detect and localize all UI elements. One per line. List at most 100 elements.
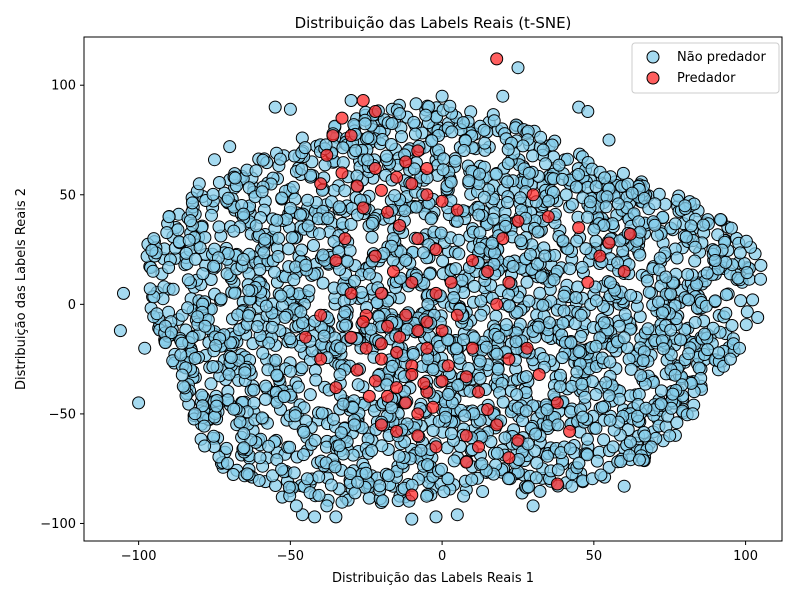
point-nao-predador bbox=[287, 273, 301, 287]
point-nao-predador bbox=[723, 352, 737, 366]
point-predador bbox=[344, 286, 358, 300]
point-nao-predador bbox=[740, 305, 754, 319]
point-nao-predador bbox=[282, 242, 296, 256]
point-nao-predador bbox=[590, 454, 604, 468]
point-nao-predador bbox=[392, 449, 406, 463]
point-nao-predador bbox=[492, 330, 506, 344]
point-nao-predador bbox=[312, 470, 326, 484]
point-nao-predador bbox=[205, 208, 218, 222]
point-nao-predador bbox=[338, 184, 352, 198]
point-nao-predador bbox=[734, 294, 748, 308]
point-nao-predador bbox=[162, 261, 176, 274]
point-nao-predador bbox=[419, 108, 433, 122]
point-predador bbox=[399, 155, 413, 169]
point-nao-predador bbox=[206, 360, 220, 373]
point-nao-predador bbox=[188, 252, 202, 266]
x-tick-label: −50 bbox=[277, 549, 304, 564]
point-nao-predador bbox=[408, 127, 422, 141]
point-predador bbox=[329, 254, 343, 267]
point-nao-predador bbox=[301, 193, 315, 207]
point-nao-predador bbox=[473, 371, 487, 385]
point-nao-predador bbox=[270, 368, 284, 382]
point-nao-predador bbox=[631, 409, 644, 423]
point-nao-predador bbox=[589, 388, 603, 401]
point-nao-predador bbox=[338, 305, 352, 319]
point-predador bbox=[623, 227, 637, 241]
point-nao-predador bbox=[479, 340, 493, 354]
point-nao-predador bbox=[457, 489, 471, 503]
point-nao-predador bbox=[256, 346, 270, 360]
point-predador bbox=[602, 236, 616, 250]
point-predador bbox=[374, 286, 388, 300]
point-nao-predador bbox=[581, 210, 594, 224]
point-nao-predador bbox=[242, 284, 256, 297]
point-nao-predador bbox=[589, 421, 603, 435]
point-nao-predador bbox=[295, 162, 309, 176]
point-nao-predador bbox=[670, 416, 684, 430]
point-nao-predador bbox=[255, 185, 269, 199]
point-nao-predador bbox=[589, 294, 603, 308]
y-tick-label: −100 bbox=[40, 517, 76, 532]
point-nao-predador bbox=[326, 412, 340, 426]
point-predador bbox=[541, 210, 555, 224]
point-nao-predador bbox=[434, 226, 448, 240]
point-nao-predador bbox=[490, 446, 504, 460]
point-predador bbox=[411, 429, 425, 443]
point-predador bbox=[429, 286, 443, 300]
point-nao-predador bbox=[329, 510, 343, 524]
point-nao-predador bbox=[501, 157, 515, 170]
point-nao-predador bbox=[253, 451, 267, 465]
point-nao-predador bbox=[641, 274, 654, 288]
point-nao-predador bbox=[185, 196, 199, 210]
point-nao-predador bbox=[321, 212, 335, 225]
point-nao-predador bbox=[674, 333, 687, 347]
point-nao-predador bbox=[547, 273, 561, 287]
point-nao-predador bbox=[182, 233, 196, 247]
point-nao-predador bbox=[283, 332, 297, 346]
point-nao-predador bbox=[698, 327, 711, 341]
point-nao-predador bbox=[597, 433, 611, 447]
point-nao-predador bbox=[435, 462, 448, 476]
point-nao-predador bbox=[599, 376, 613, 390]
point-nao-predador bbox=[158, 336, 172, 350]
point-predador bbox=[411, 144, 425, 158]
point-nao-predador bbox=[380, 149, 393, 163]
point-nao-predador bbox=[334, 341, 348, 355]
point-predador bbox=[381, 389, 394, 403]
point-predador bbox=[405, 488, 419, 502]
point-predador bbox=[393, 330, 407, 344]
point-predador bbox=[368, 162, 382, 175]
point-nao-predador bbox=[255, 411, 269, 425]
point-nao-predador bbox=[175, 368, 189, 382]
point-nao-predador bbox=[511, 61, 525, 75]
point-predador bbox=[387, 265, 400, 278]
point-nao-predador bbox=[272, 231, 285, 245]
point-nao-predador bbox=[581, 105, 595, 118]
point-predador bbox=[435, 194, 449, 208]
point-nao-predador bbox=[725, 319, 739, 332]
point-nao-predador bbox=[416, 246, 430, 260]
point-nao-predador bbox=[585, 375, 599, 389]
point-predador bbox=[444, 275, 458, 289]
point-nao-predador bbox=[270, 213, 284, 227]
point-predador bbox=[481, 403, 495, 416]
point-predador bbox=[502, 275, 516, 289]
point-nao-predador bbox=[273, 152, 287, 166]
point-predador bbox=[326, 129, 340, 143]
point-predador bbox=[417, 376, 431, 390]
point-nao-predador bbox=[457, 333, 470, 347]
point-predador bbox=[299, 330, 312, 344]
point-nao-predador bbox=[283, 440, 297, 454]
point-nao-predador bbox=[183, 214, 197, 228]
point-nao-predador bbox=[625, 186, 639, 200]
point-nao-predador bbox=[555, 351, 569, 365]
point-nao-predador bbox=[405, 512, 419, 526]
point-predador bbox=[381, 205, 394, 219]
point-nao-predador bbox=[688, 316, 702, 329]
point-nao-predador bbox=[242, 309, 255, 323]
point-nao-predador bbox=[138, 341, 152, 355]
point-nao-predador bbox=[373, 479, 387, 493]
point-nao-predador bbox=[145, 243, 159, 257]
point-nao-predador bbox=[506, 260, 520, 273]
point-nao-predador bbox=[522, 166, 536, 180]
